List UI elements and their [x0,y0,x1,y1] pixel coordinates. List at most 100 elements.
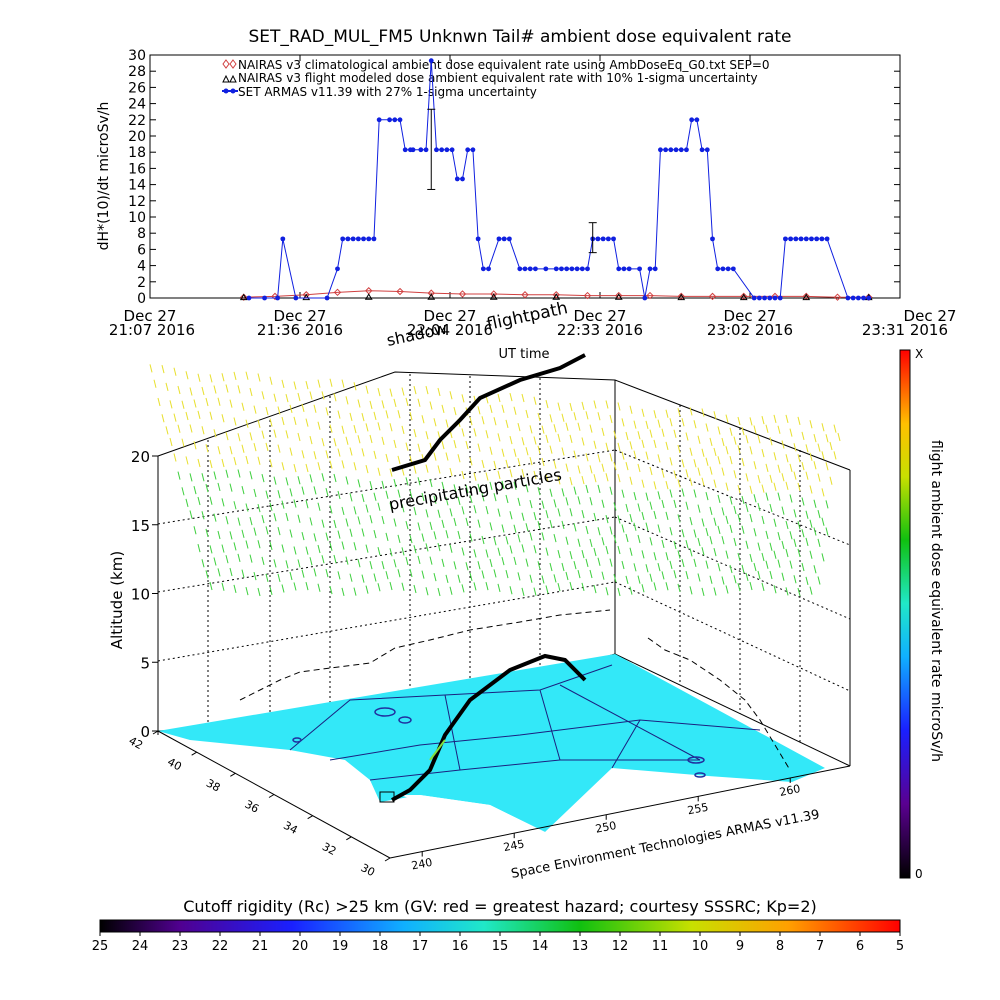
data-point [371,236,377,242]
data-point [418,147,424,153]
y-tick-label: 26 [128,80,146,96]
particle-mark [561,413,565,422]
particle-mark [641,479,645,488]
particle-mark [469,533,473,542]
data-point [678,147,684,153]
particle-mark [225,555,229,564]
particle-mark [153,379,157,388]
data-point [788,236,794,242]
particle-mark [173,453,177,462]
particle-mark [389,548,393,557]
particle-mark [301,403,305,412]
particle-mark [573,486,577,495]
data-point [262,295,267,301]
particle-mark [753,562,757,572]
particle-mark [201,559,205,568]
series-armas [246,58,872,301]
data-point [777,295,783,301]
particle-mark [385,410,389,419]
particle-mark [317,544,321,554]
particle-mark [537,561,541,570]
particle-mark [345,476,349,485]
particle-mark [349,493,353,502]
particle-mark [397,534,401,544]
particle-mark [661,499,665,509]
particle-mark [725,585,729,594]
particle-mark [749,446,753,455]
particle-mark [629,476,633,485]
particle-mark [221,458,225,468]
particle-mark [769,437,773,446]
rigidity-ticks: 25 24 23 22 21 20 19 18 17 16 15 14 13 12 11 10 9 8 7 6 5 [92,932,904,954]
flightpath-shadow-highlight [429,739,446,761]
particle-mark [617,442,621,451]
longitude-tick-label: 245 [502,837,525,854]
particle-mark [401,582,405,591]
particle-mark [577,496,581,505]
latitude-tick [230,772,236,777]
precipitating-particles [149,364,841,597]
latitude-tick-label: 36 [243,798,261,816]
particle-mark [457,496,461,505]
particle-mark [737,484,741,494]
particle-mark [353,424,357,434]
particle-mark [513,481,517,490]
particle-mark [581,509,585,519]
particle-mark [509,511,513,520]
particle-mark [209,411,213,420]
particle-mark [625,533,629,543]
particle-mark [649,466,653,476]
particle-mark [257,587,261,597]
particle-mark [325,450,329,459]
particle-mark [449,544,453,553]
particle-mark [321,519,325,528]
particle-mark [377,422,381,431]
boundary-line [329,719,761,761]
y-tick-label: 2 [137,275,146,291]
particle-mark [609,453,613,462]
particle-mark [513,556,517,566]
particle-mark [777,492,781,501]
particle-mark [309,391,313,400]
particle-mark [433,495,437,504]
latitude-tick [191,751,197,756]
particle-mark [689,407,693,416]
dose-colorbar-label: flight ambient dose equivalent rate micr… [928,440,944,762]
particle-mark [809,420,813,429]
data-point [355,236,361,242]
particle-mark [321,391,325,400]
dose-colorbar-top-label: X [915,347,923,361]
particle-mark [597,484,601,494]
particle-mark [493,493,497,502]
lake-outline [292,737,302,743]
particle-mark [489,558,493,568]
particle-mark [521,393,525,403]
particle-mark [361,493,365,503]
rigidity-tick-label: 15 [492,939,509,954]
particle-mark [377,467,381,476]
particle-mark [797,521,801,530]
particle-mark [581,550,585,559]
particle-mark [669,489,673,498]
particle-mark [213,513,217,522]
particle-mark [513,406,517,415]
particle-mark [561,488,565,497]
particle-mark [289,404,293,413]
particle-mark [509,392,513,402]
particle-mark [653,410,657,419]
particle-mark [785,520,789,530]
particle-mark [577,465,581,474]
data-point [396,287,404,296]
particle-mark [533,587,537,596]
particle-mark [389,388,393,397]
data-point [767,295,773,301]
particle-mark [773,414,777,423]
particle-mark [265,406,269,416]
particle-mark [485,472,489,481]
data-point [708,292,717,301]
data-point [574,266,580,272]
particle-mark [785,454,789,463]
particle-mark [401,547,405,556]
particle-mark [549,519,553,529]
particle-mark [825,527,829,536]
